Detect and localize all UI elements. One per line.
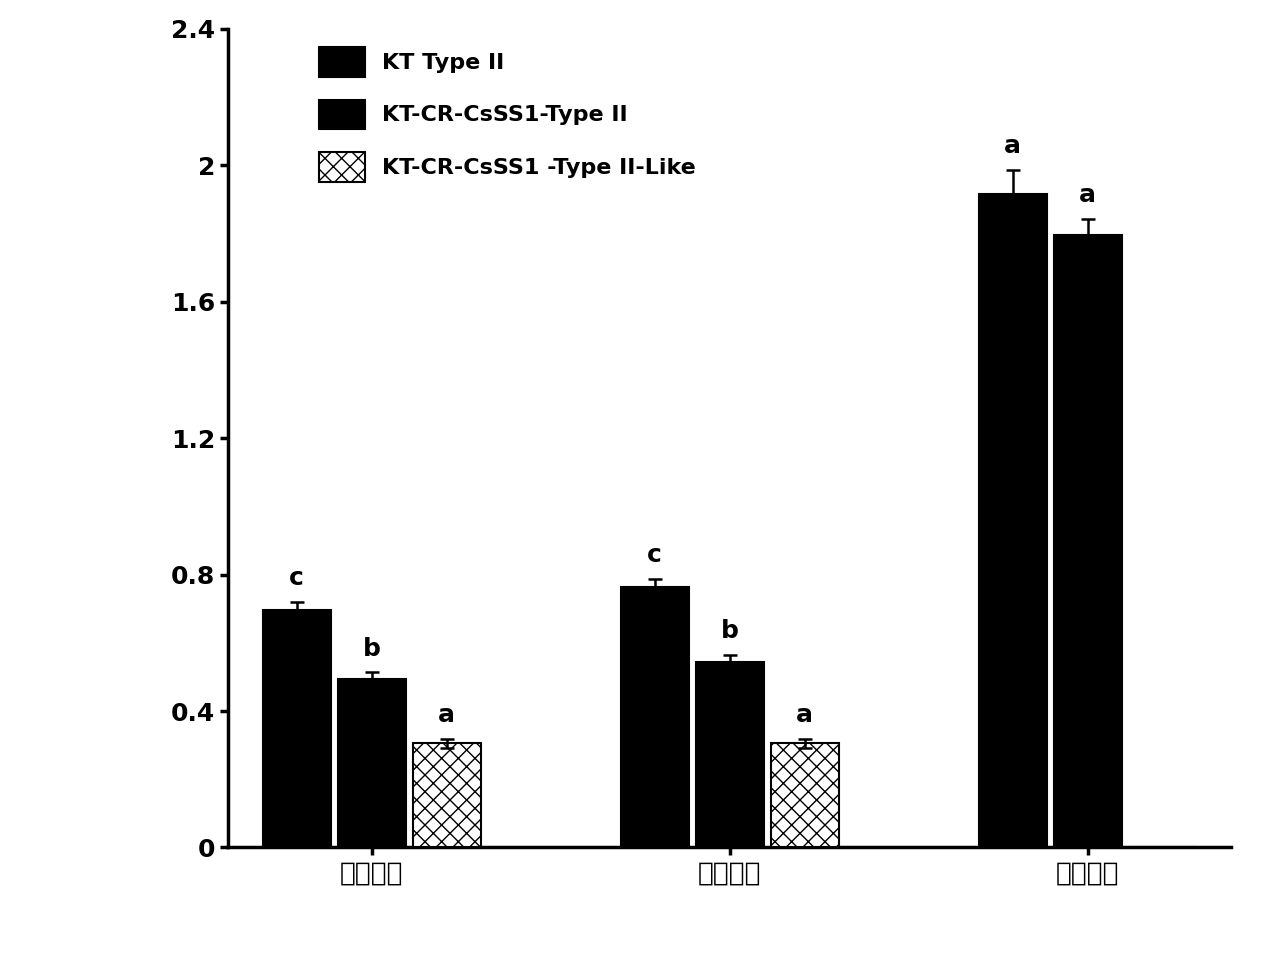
Bar — [1053, 235, 1122, 847]
Text: a: a — [1004, 135, 1022, 159]
Text: c: c — [289, 566, 305, 590]
Legend: KT Type II, KT-CR-CsSS1-Type II, KT-CR-CsSS1 -Type II-Like: KT Type II, KT-CR-CsSS1-Type II, KT-CR-C… — [319, 47, 695, 182]
Bar — [338, 679, 406, 847]
Text: a: a — [438, 703, 456, 727]
Text: c: c — [647, 543, 662, 567]
Bar — [978, 195, 1047, 847]
Bar — [263, 611, 331, 847]
Bar — [412, 743, 481, 847]
Text: b: b — [363, 637, 381, 661]
Bar — [621, 586, 689, 847]
Text: a: a — [1079, 183, 1096, 207]
Text: b: b — [721, 619, 739, 643]
Text: a: a — [796, 703, 813, 727]
Bar — [695, 662, 764, 847]
Bar — [770, 743, 839, 847]
